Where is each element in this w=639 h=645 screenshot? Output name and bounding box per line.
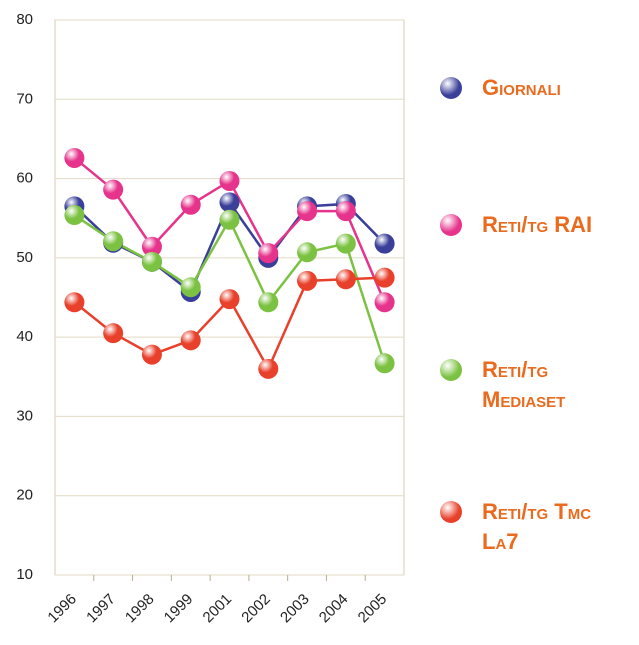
x-tick-label: 1996 xyxy=(44,591,80,627)
point xyxy=(141,344,162,365)
point xyxy=(374,353,395,374)
legend-label: Giornali xyxy=(482,75,561,100)
point xyxy=(258,358,279,379)
legend-label: Reti/tg Mediaset xyxy=(482,357,566,412)
point xyxy=(335,201,356,222)
legend-marker xyxy=(440,77,462,99)
point xyxy=(103,231,124,252)
legend-item: Reti/tg Mediaset xyxy=(440,357,622,415)
point xyxy=(180,330,201,351)
legend-marker xyxy=(440,214,462,236)
point xyxy=(374,267,395,288)
point xyxy=(374,292,395,313)
legend-label: Reti/tg Tmc La7 xyxy=(482,499,592,554)
y-tick-label: 40 xyxy=(16,328,33,345)
point xyxy=(335,269,356,290)
point xyxy=(180,277,201,298)
y-tick-label: 10 xyxy=(16,566,33,583)
point xyxy=(297,201,318,222)
y-tick-label: 30 xyxy=(16,407,33,424)
point xyxy=(258,292,279,313)
point xyxy=(64,147,85,168)
point xyxy=(141,251,162,272)
x-tick-label: 2003 xyxy=(277,591,313,627)
y-tick-label: 20 xyxy=(16,487,33,504)
x-tick-label: 1998 xyxy=(122,591,158,627)
x-tick-label: 2002 xyxy=(238,591,274,627)
point xyxy=(219,209,240,230)
point xyxy=(180,194,201,215)
x-tick-label: 1999 xyxy=(161,591,197,627)
point xyxy=(141,236,162,257)
y-tick-label: 80 xyxy=(16,11,33,28)
y-tick-label: 60 xyxy=(16,170,33,187)
point xyxy=(374,233,395,254)
legend-item: Giornali xyxy=(440,75,622,103)
point xyxy=(103,179,124,200)
legend-marker xyxy=(440,501,462,523)
y-tick-label: 50 xyxy=(16,249,33,266)
x-tick-label: 2005 xyxy=(355,591,391,627)
point xyxy=(103,323,124,344)
x-tick-label: 2004 xyxy=(316,591,352,627)
x-tick-label: 2001 xyxy=(200,591,236,627)
point xyxy=(64,292,85,313)
point xyxy=(258,243,279,264)
point xyxy=(219,192,240,213)
point xyxy=(297,270,318,291)
legend-item: Reti/tg Tmc La7 xyxy=(440,499,622,557)
point xyxy=(219,289,240,310)
x-tick-label: 1997 xyxy=(83,591,119,627)
legend-item: Reti/tg RAI xyxy=(440,212,622,240)
legend-marker xyxy=(440,359,462,381)
point xyxy=(297,242,318,263)
legend-label: Reti/tg RAI xyxy=(482,212,593,237)
point xyxy=(64,205,85,226)
point xyxy=(219,170,240,191)
y-tick-label: 70 xyxy=(16,90,33,107)
point xyxy=(335,233,356,254)
